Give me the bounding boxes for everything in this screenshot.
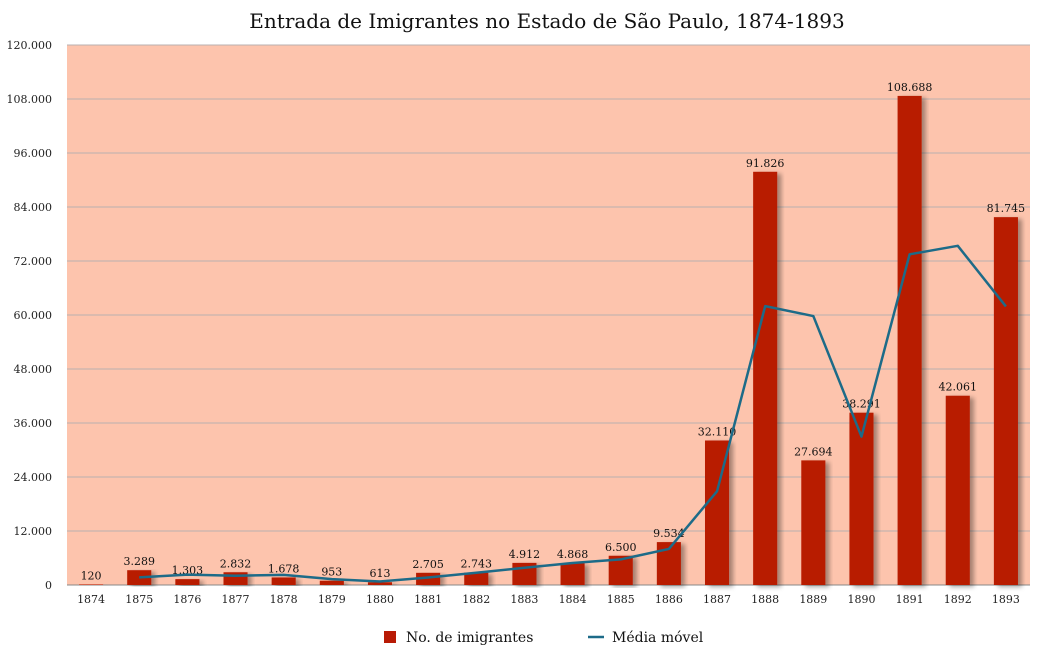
data-label: 953: [321, 566, 342, 579]
y-tick-label: 0: [45, 579, 52, 592]
y-tick-label: 96.000: [14, 147, 53, 160]
data-label: 6.500: [605, 541, 637, 554]
data-label: 1.678: [268, 562, 300, 575]
x-tick-label: 1890: [847, 593, 875, 606]
data-label: 32.110: [698, 426, 737, 439]
legend-label-line: Média móvel: [612, 630, 704, 646]
bar: [945, 395, 970, 585]
bar: [560, 563, 585, 585]
x-tick-label: 1879: [318, 593, 346, 606]
x-tick-label: 1886: [655, 593, 683, 606]
bar: [993, 217, 1018, 585]
y-tick-label: 60.000: [14, 309, 53, 322]
data-label: 2.705: [412, 558, 444, 571]
bar: [897, 95, 922, 586]
x-tick-label: 1887: [703, 593, 731, 606]
y-tick-label: 84.000: [14, 201, 53, 214]
bar: [753, 171, 778, 585]
bar: [271, 577, 296, 585]
data-label: 4.868: [557, 548, 589, 561]
x-tick-label: 1878: [270, 593, 298, 606]
y-tick-label: 12.000: [14, 525, 53, 538]
y-tick-label: 120.000: [7, 39, 53, 52]
y-tick-label: 72.000: [14, 255, 53, 268]
bar: [175, 579, 200, 585]
bar: [127, 570, 152, 585]
x-tick-label: 1889: [799, 593, 827, 606]
x-tick-label: 1883: [510, 593, 538, 606]
data-label: 42.061: [939, 381, 978, 394]
bar: [223, 572, 248, 585]
x-tick-label: 1893: [992, 593, 1020, 606]
data-label: 120: [81, 569, 102, 582]
bar: [801, 460, 826, 585]
data-label: 2.743: [461, 558, 493, 571]
data-label: 108.688: [887, 81, 933, 94]
legend-swatch-bar: [384, 631, 396, 643]
x-tick-label: 1882: [462, 593, 490, 606]
y-tick-label: 36.000: [14, 417, 53, 430]
x-tick-label: 1877: [222, 593, 250, 606]
data-label: 9.534: [653, 527, 685, 540]
data-label: 27.694: [794, 445, 833, 458]
bar: [367, 582, 393, 585]
x-tick-label: 1881: [414, 593, 442, 606]
x-tick-label: 1892: [944, 593, 972, 606]
y-tick-label: 108.000: [7, 93, 53, 106]
bar: [319, 580, 344, 585]
x-tick-label: 1884: [559, 593, 587, 606]
legend-label-bar: No. de imigrantes: [406, 630, 533, 646]
y-tick-label: 48.000: [14, 363, 53, 376]
data-label: 2.832: [220, 557, 252, 570]
data-label: 91.826: [746, 157, 785, 170]
bar: [849, 412, 874, 585]
x-tick-label: 1888: [751, 593, 779, 606]
x-tick-label: 1875: [125, 593, 153, 606]
data-label: 4.912: [509, 548, 541, 561]
x-tick-label: 1885: [607, 593, 635, 606]
bar: [79, 584, 104, 585]
moving-average-line: [139, 244, 1007, 583]
y-tick-label: 24.000: [14, 471, 53, 484]
x-tick-label: 1880: [366, 593, 394, 606]
bar: [464, 572, 489, 585]
data-label: 613: [369, 567, 390, 580]
x-tick-label: 1876: [173, 593, 201, 606]
data-label: 3.289: [123, 555, 155, 568]
x-tick-label: 1891: [896, 593, 924, 606]
chart-title: Entrada de Imigrantes no Estado de São P…: [249, 9, 844, 33]
x-tick-label: 1874: [77, 593, 105, 606]
data-label: 81.745: [987, 202, 1026, 215]
